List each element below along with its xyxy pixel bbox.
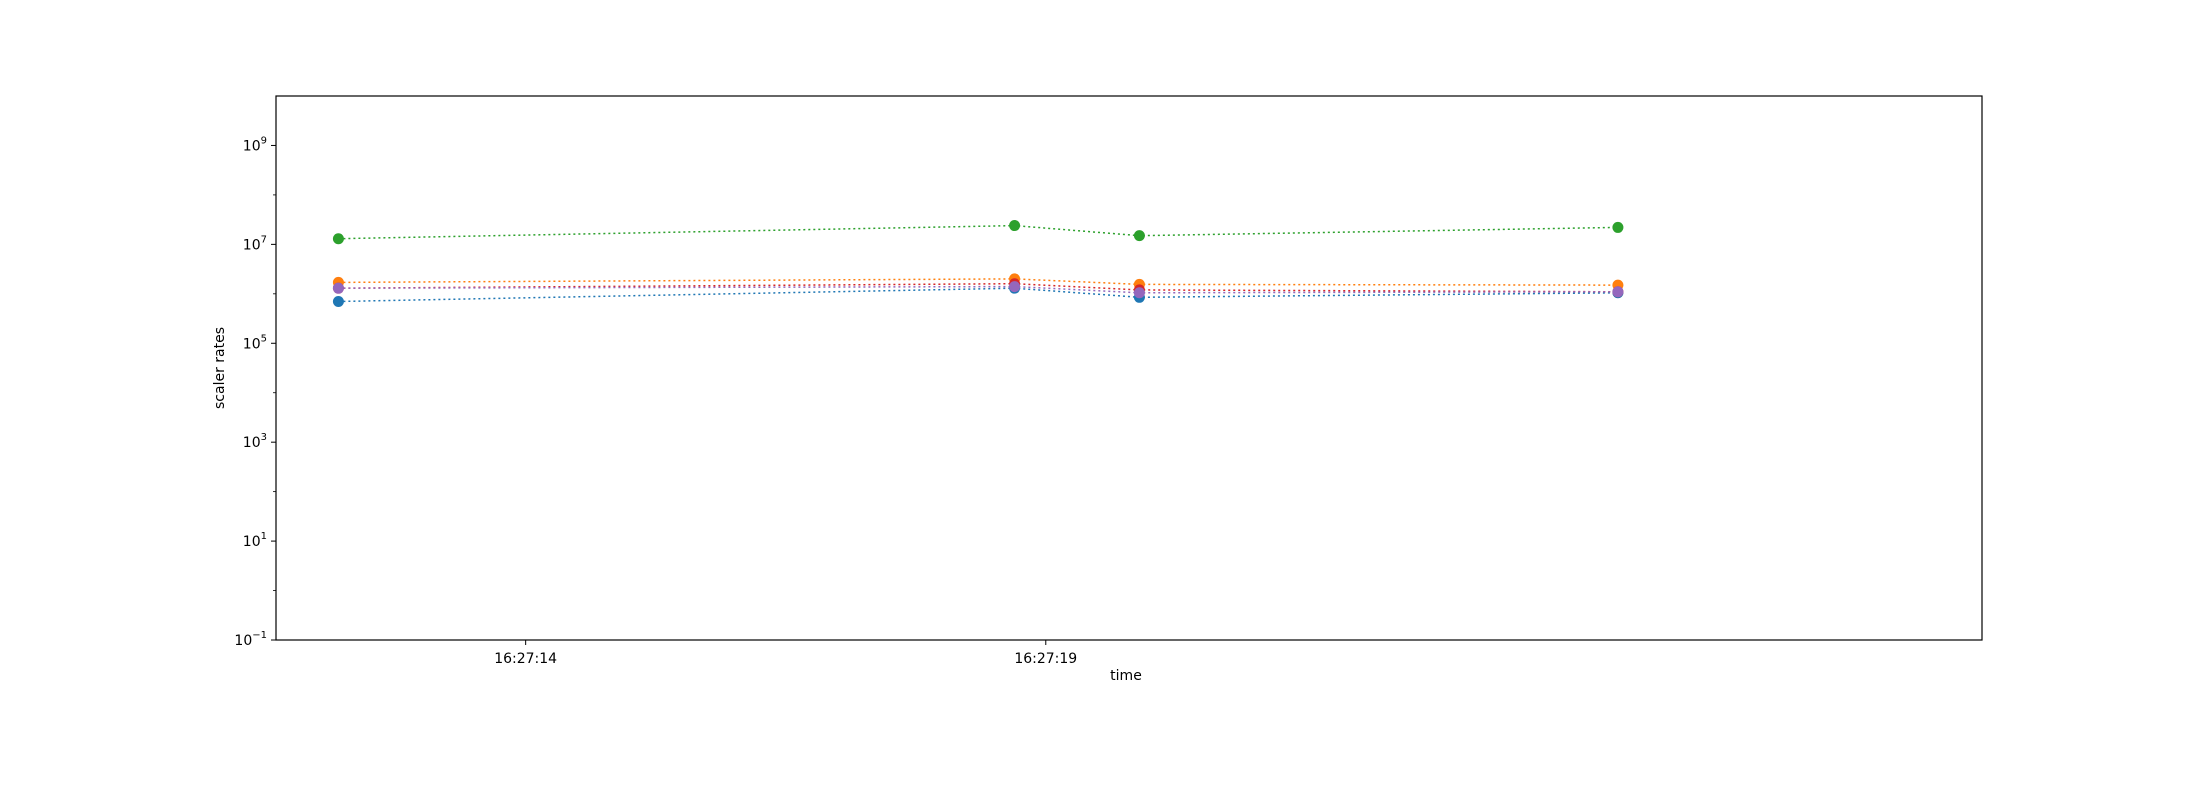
- y-axis: 10−1 101 103 105 107 109: [234, 135, 276, 649]
- series-points: [332, 220, 1624, 307]
- series-line: [338, 224, 1618, 240]
- y-tick-label: 107: [243, 234, 267, 253]
- x-axis: 16:27:14 16:27:19: [494, 640, 1077, 667]
- data-point: [332, 295, 344, 307]
- x-tick-label: 16:27:14: [494, 651, 557, 667]
- data-point: [332, 282, 344, 294]
- plot-area: [275, 95, 1983, 641]
- data-point: [1133, 230, 1145, 242]
- data-point: [1009, 220, 1021, 232]
- y-tick-label: 103: [243, 432, 267, 451]
- series-lines: [338, 224, 1618, 303]
- series-line: [338, 287, 1618, 303]
- data-point: [1009, 281, 1021, 293]
- data-point: [1612, 286, 1624, 298]
- series-line: [338, 278, 1618, 286]
- y-tick-label: 105: [243, 333, 267, 352]
- x-axis-label: time: [1110, 668, 1142, 684]
- y-tick-label: 101: [243, 531, 267, 550]
- series-line: [338, 282, 1618, 293]
- y-tick-label: 10−1: [234, 630, 267, 649]
- data-point: [1612, 221, 1624, 233]
- x-tick-label: 16:27:19: [1014, 651, 1077, 667]
- y-axis-label: scaler rates: [212, 327, 228, 409]
- data-point: [1133, 287, 1145, 299]
- series-line: [338, 285, 1618, 294]
- y-tick-label: 109: [243, 135, 267, 154]
- data-point: [332, 233, 344, 245]
